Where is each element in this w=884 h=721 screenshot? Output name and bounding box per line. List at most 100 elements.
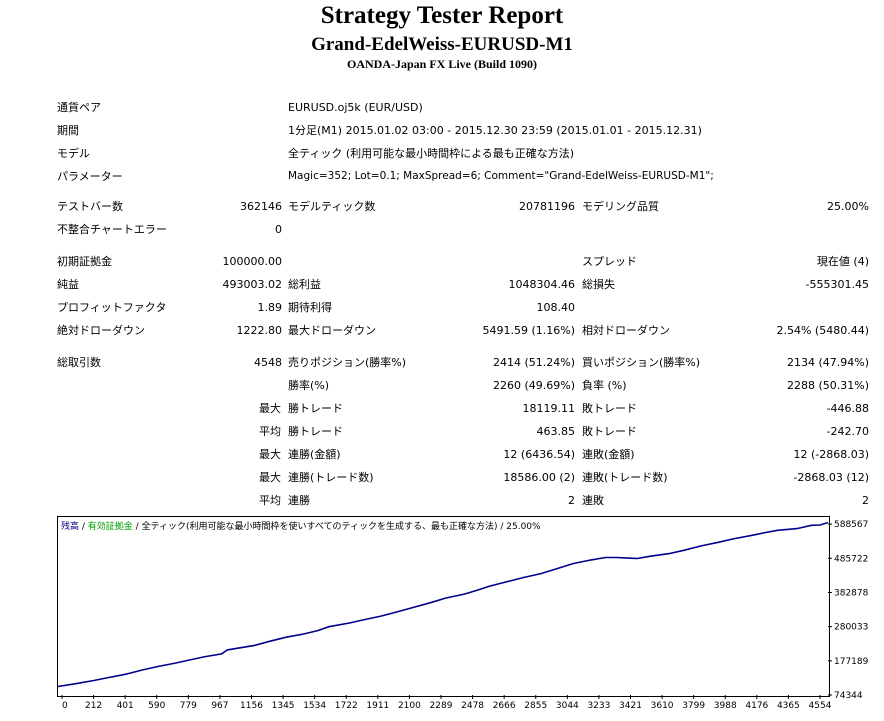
ea-name: Grand-EdelWeiss-EURUSD-M1 bbox=[311, 34, 573, 55]
long-positions-label: 買いポジション(勝率%) bbox=[582, 356, 701, 369]
server-name: OANDA-Japan FX Live (Build 1090) bbox=[346, 57, 537, 71]
x-tick-label: 590 bbox=[148, 701, 165, 711]
balance-line bbox=[57, 521, 829, 688]
deposit-label: 初期証拠金 bbox=[57, 255, 112, 268]
avg-consecutive-losses-value: 2 bbox=[862, 494, 869, 507]
parameters-value: Magic=352; Lot=0.1; MaxSpread=6; Comment… bbox=[288, 170, 714, 182]
ticks-value: 20781196 bbox=[519, 200, 575, 213]
avg-consecutive-wins-label: 連勝 bbox=[288, 494, 310, 507]
average-loss-label: 敗トレード bbox=[582, 425, 637, 438]
spread-label: スプレッド bbox=[582, 255, 637, 268]
symbol-value: EURUSD.oj5k (EUR/USD) bbox=[288, 101, 423, 114]
largest-profit-value: 18119.11 bbox=[522, 402, 576, 415]
y-tick-label: 74344 bbox=[834, 691, 863, 701]
net-profit-label: 純益 bbox=[57, 278, 79, 291]
avg-label-2: 平均 bbox=[259, 494, 281, 507]
errors-label: 不整合チャートエラー bbox=[57, 223, 167, 236]
x-tick-label: 4554 bbox=[809, 701, 832, 711]
x-tick-label: 1345 bbox=[272, 701, 295, 711]
x-tick-label: 3799 bbox=[682, 701, 705, 711]
x-tick-label: 1911 bbox=[366, 701, 389, 711]
model-value: 全ティック (利用可能な最小時間枠による最も正確な方法) bbox=[288, 147, 575, 160]
average-profit-value: 463.85 bbox=[536, 425, 576, 438]
y-tick-label: 382878 bbox=[834, 588, 869, 598]
max-consecutive-loss-value: -2868.03 (12) bbox=[793, 471, 869, 484]
x-tick-label: 1722 bbox=[335, 701, 358, 711]
profit-factor-label: プロフィットファクタ bbox=[57, 301, 167, 314]
largest-loss-label: 敗トレード bbox=[582, 402, 637, 415]
gross-loss-value: -555301.45 bbox=[805, 278, 869, 291]
expected-payoff-label: 期待利得 bbox=[288, 301, 332, 314]
period-value: 1分足(M1) 2015.01.02 03:00 - 2015.12.30 23… bbox=[288, 124, 702, 137]
largest-profit-label: 勝トレード bbox=[288, 402, 343, 415]
profit-trades-label: 勝率(%) bbox=[288, 379, 330, 392]
x-tick-label: 967 bbox=[211, 701, 228, 711]
x-tick-label: 0 bbox=[62, 701, 68, 711]
x-tick-label: 2855 bbox=[524, 701, 547, 711]
max-label-1: 最大 bbox=[259, 402, 281, 415]
x-tick-label: 4365 bbox=[777, 701, 800, 711]
gross-loss-label: 総損失 bbox=[582, 278, 615, 291]
maximal-drawdown-label: 最大ドローダウン bbox=[288, 324, 376, 337]
total-trades-label: 総取引数 bbox=[57, 356, 101, 369]
x-tick-label: 401 bbox=[117, 701, 134, 711]
relative-drawdown-label: 相対ドローダウン bbox=[582, 324, 670, 337]
x-tick-label: 3044 bbox=[556, 701, 579, 711]
max-consecutive-losses-label: 連敗(金額) bbox=[582, 448, 635, 461]
expected-payoff-value: 108.40 bbox=[536, 301, 576, 314]
max-consecutive-losses-value: 12 (-2868.03) bbox=[793, 448, 869, 461]
total-trades-value: 4548 bbox=[254, 356, 282, 369]
x-tick-label: 1156 bbox=[240, 701, 263, 711]
x-tick-label: 779 bbox=[180, 701, 197, 711]
ticks-label: モデルティック数 bbox=[288, 200, 376, 213]
max-consecutive-profit-value: 18586.00 (2) bbox=[503, 471, 575, 484]
model-label: モデル bbox=[57, 147, 90, 160]
period-label: 期間 bbox=[57, 124, 79, 137]
avg-label-1: 平均 bbox=[259, 425, 281, 438]
max-consecutive-loss-label: 連敗(トレード数) bbox=[582, 471, 668, 484]
short-positions-label: 売りポジション(勝率%) bbox=[288, 356, 407, 369]
max-label-3: 最大 bbox=[259, 471, 281, 484]
report-title: Strategy Tester Report bbox=[320, 2, 564, 29]
x-tick-label: 1534 bbox=[303, 701, 326, 711]
average-loss-value: -242.70 bbox=[826, 425, 869, 438]
x-tick-label: 3988 bbox=[714, 701, 737, 711]
loss-trades-label: 負率 (%) bbox=[582, 379, 627, 392]
max-label-2: 最大 bbox=[259, 448, 281, 461]
x-tick-label: 2100 bbox=[398, 701, 421, 711]
gross-profit-label: 総利益 bbox=[288, 278, 321, 291]
max-consecutive-wins-label: 連勝(金額) bbox=[288, 448, 341, 461]
y-tick-label: 485722 bbox=[834, 554, 868, 564]
x-tick-label: 3610 bbox=[651, 701, 674, 711]
errors-value: 0 bbox=[275, 223, 282, 236]
spread-value: 現在値 (4) bbox=[816, 255, 869, 268]
x-tick-label: 212 bbox=[85, 701, 102, 711]
avg-consecutive-wins-value: 2 bbox=[568, 494, 575, 507]
max-consecutive-wins-value: 12 (6436.54) bbox=[503, 448, 575, 461]
y-tick-label: 588567 bbox=[834, 520, 868, 530]
x-tick-label: 2289 bbox=[430, 701, 453, 711]
x-tick-label: 4176 bbox=[745, 701, 768, 711]
average-profit-label: 勝トレード bbox=[288, 425, 343, 438]
profit-factor-value: 1.89 bbox=[257, 301, 283, 314]
long-positions-value: 2134 (47.94%) bbox=[786, 356, 869, 369]
largest-loss-value: -446.88 bbox=[826, 402, 869, 415]
legend-equity: 有効証拠金 bbox=[87, 522, 133, 532]
quality-label: モデリング品質 bbox=[582, 200, 659, 213]
chart-legend: 残高 / 有効証拠金 / 全ティック(利用可能な最小時間枠を使いすべてのティック… bbox=[61, 519, 541, 532]
x-tick-label: 2666 bbox=[493, 701, 516, 711]
bars-value: 362146 bbox=[240, 200, 282, 213]
legend-model: / 全ティック(利用可能な最小時間枠を使いすべてのティックを生成する、最も正確な… bbox=[132, 522, 541, 532]
maximal-drawdown-value: 5491.59 (1.16%) bbox=[482, 324, 575, 337]
max-consecutive-profit-label: 連勝(トレード数) bbox=[288, 471, 374, 484]
absolute-drawdown-value: 1222.80 bbox=[236, 324, 283, 337]
y-tick-label: 280033 bbox=[834, 623, 868, 633]
bars-label: テストバー数 bbox=[57, 200, 123, 213]
net-profit-value: 493003.02 bbox=[222, 278, 283, 291]
x-tick-label: 2478 bbox=[461, 701, 484, 711]
symbol-label: 通貨ペア bbox=[57, 101, 101, 114]
parameters-label: パラメーター bbox=[57, 170, 123, 183]
short-positions-value: 2414 (51.24%) bbox=[492, 356, 575, 369]
deposit-value: 100000.00 bbox=[222, 255, 283, 268]
